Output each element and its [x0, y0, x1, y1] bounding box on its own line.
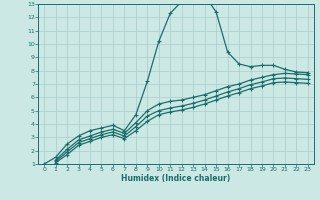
X-axis label: Humidex (Indice chaleur): Humidex (Indice chaleur) — [121, 174, 231, 183]
